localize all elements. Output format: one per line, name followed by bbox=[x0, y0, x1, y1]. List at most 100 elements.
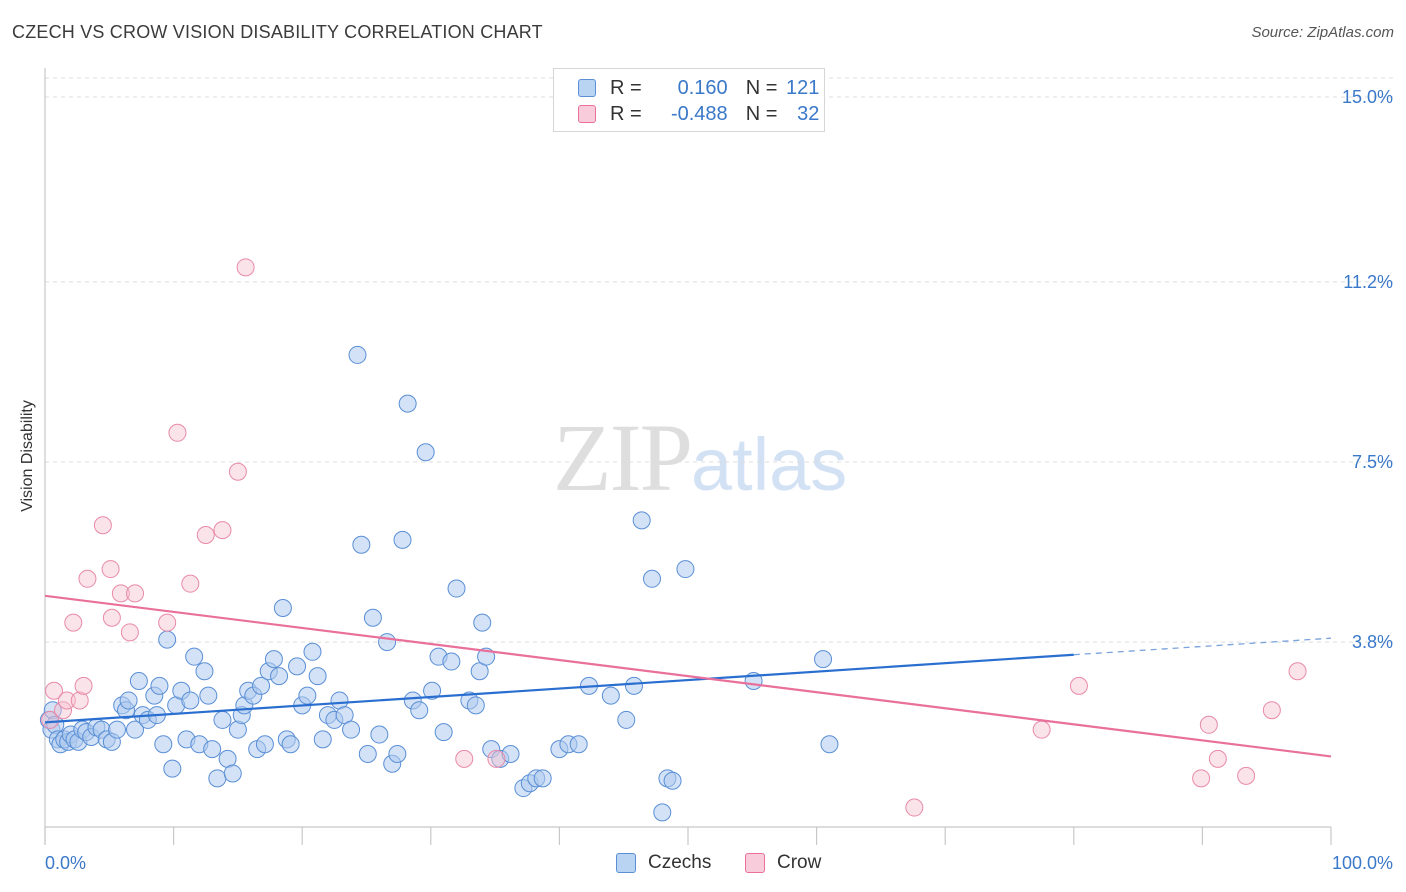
watermark: ZIPatlas bbox=[553, 402, 847, 513]
y-tick-label: 3.8% bbox=[1352, 632, 1393, 652]
point-czechs bbox=[281, 735, 300, 754]
legend-row-czechs: R = 0.160 N = 121 bbox=[578, 76, 819, 100]
point-czechs bbox=[273, 599, 292, 617]
watermark-zip: ZIP bbox=[553, 404, 693, 511]
legend-n-value: 32 bbox=[797, 102, 820, 125]
point-czechs bbox=[617, 710, 636, 729]
trendline-czechs-extension bbox=[1073, 637, 1332, 656]
point-czechs bbox=[601, 686, 620, 705]
point-crow bbox=[101, 560, 120, 579]
x-tick-label: 100.0% bbox=[1332, 853, 1393, 873]
point-czechs bbox=[501, 745, 520, 763]
point-czechs bbox=[163, 759, 182, 778]
bottom-legend-label-czechs: Czechs bbox=[648, 852, 712, 873]
point-crow bbox=[1208, 749, 1227, 768]
bottom-legend-crow: Crow bbox=[745, 852, 821, 874]
point-czechs bbox=[313, 730, 332, 749]
point-czechs bbox=[264, 650, 283, 669]
point-czechs bbox=[150, 676, 169, 695]
point-crow bbox=[74, 676, 93, 695]
point-czechs bbox=[270, 667, 289, 686]
legend-n-value: 121 bbox=[786, 76, 820, 99]
point-czechs bbox=[308, 667, 327, 686]
point-czechs bbox=[378, 633, 397, 652]
legend-r-value: 0.160 bbox=[677, 76, 728, 99]
point-czechs bbox=[126, 720, 145, 739]
point-crow bbox=[111, 584, 130, 603]
point-crow bbox=[158, 613, 177, 632]
bottom-legend-swatch-czechs bbox=[616, 853, 636, 873]
point-crow bbox=[1192, 769, 1211, 788]
point-czechs bbox=[129, 672, 148, 690]
point-crow bbox=[93, 516, 112, 535]
bottom-legend-czechs: Czechs bbox=[616, 852, 711, 874]
point-crow bbox=[487, 749, 506, 768]
point-czechs bbox=[342, 720, 361, 739]
point-crow bbox=[1288, 662, 1307, 681]
trend-layer bbox=[44, 594, 1332, 758]
bottom-legend-label-crow: Crow bbox=[777, 852, 822, 873]
point-crow bbox=[78, 569, 97, 588]
point-czechs bbox=[398, 394, 417, 413]
point-crow bbox=[45, 681, 64, 700]
point-czechs bbox=[213, 710, 232, 729]
source-label: Source: ZipAtlas.com bbox=[1251, 24, 1394, 41]
point-crow bbox=[181, 574, 200, 593]
point-crow bbox=[54, 701, 73, 720]
point-crow bbox=[126, 584, 145, 603]
point-czechs bbox=[624, 676, 643, 695]
point-czechs bbox=[348, 345, 367, 364]
point-czechs bbox=[473, 613, 492, 632]
point-czechs bbox=[352, 535, 371, 554]
point-czechs bbox=[442, 652, 461, 671]
point-czechs bbox=[814, 650, 833, 669]
point-czechs bbox=[434, 723, 453, 742]
trendline-crow bbox=[44, 594, 1332, 758]
point-czechs bbox=[653, 803, 672, 822]
point-czechs bbox=[108, 720, 127, 739]
point-czechs bbox=[158, 630, 177, 649]
chart-title: CZECH VS CROW VISION DISABILITY CORRELAT… bbox=[12, 22, 543, 42]
point-czechs bbox=[569, 735, 588, 754]
point-czechs bbox=[199, 686, 218, 705]
grid-layer bbox=[45, 77, 1394, 643]
legend-row-crow: R = -0.488 N = 32 bbox=[578, 102, 819, 126]
point-crow bbox=[57, 691, 76, 710]
point-crow bbox=[102, 608, 121, 627]
bottom-legend-swatch-crow bbox=[745, 853, 765, 873]
y-tick-label: 11.2% bbox=[1343, 272, 1393, 292]
watermark-atlas: atlas bbox=[691, 423, 848, 506]
point-crow bbox=[41, 710, 60, 729]
point-crow bbox=[1032, 720, 1051, 739]
x-tick-label: 0.0% bbox=[45, 853, 86, 873]
point-czechs bbox=[303, 642, 322, 661]
point-czechs bbox=[632, 511, 651, 530]
point-czechs bbox=[119, 691, 138, 710]
legend-swatch-czechs bbox=[578, 79, 596, 97]
point-czechs bbox=[255, 735, 274, 754]
y-tick-label: 7.5% bbox=[1352, 452, 1393, 472]
point-czechs bbox=[416, 443, 435, 462]
point-czechs bbox=[363, 608, 382, 627]
point-czechs bbox=[370, 725, 389, 744]
point-crow bbox=[236, 258, 255, 277]
point-czechs bbox=[388, 745, 407, 763]
point-czechs bbox=[663, 771, 682, 790]
correlation-legend: R = 0.160 N = 121 R = -0.488 N = 32 bbox=[553, 68, 825, 132]
point-czechs bbox=[252, 676, 271, 695]
legend-r-value: -0.488 bbox=[670, 102, 728, 125]
point-czechs bbox=[642, 569, 661, 588]
point-crow bbox=[64, 613, 83, 632]
point-czechs bbox=[676, 560, 695, 579]
legend-n-label: N = bbox=[745, 76, 778, 99]
point-crow bbox=[168, 423, 187, 442]
legend-r-label: R = bbox=[610, 102, 642, 125]
legend-n-label: N = bbox=[745, 102, 778, 125]
point-czechs bbox=[533, 769, 552, 788]
point-crow bbox=[213, 521, 232, 540]
point-czechs bbox=[208, 769, 227, 788]
point-crow bbox=[1262, 701, 1281, 720]
point-crow bbox=[1069, 676, 1088, 695]
point-czechs bbox=[223, 764, 242, 783]
